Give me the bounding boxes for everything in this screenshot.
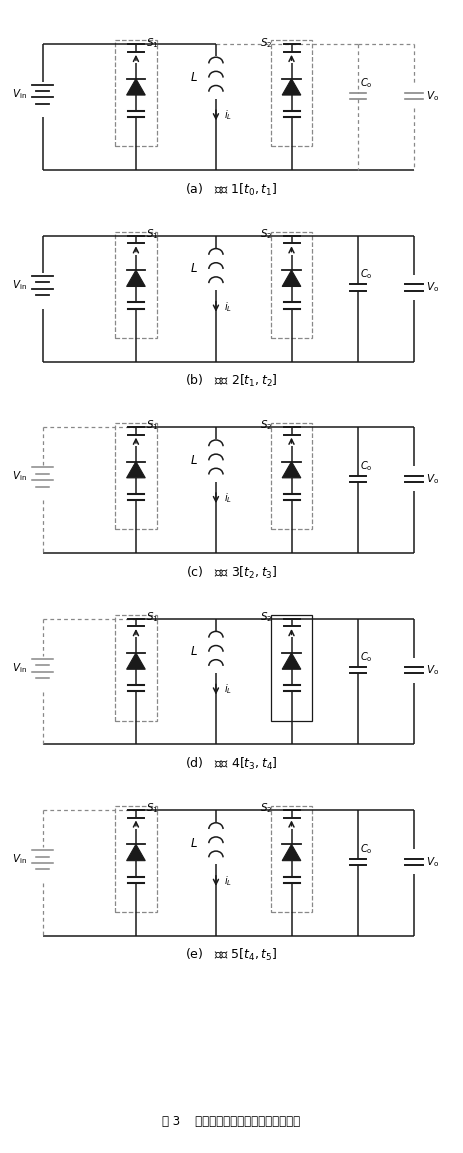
Text: $S_2$: $S_2$ xyxy=(259,801,272,815)
Text: $V_{\rm o}$: $V_{\rm o}$ xyxy=(426,472,439,485)
Text: $V_{\rm o}$: $V_{\rm o}$ xyxy=(426,854,439,868)
Polygon shape xyxy=(282,78,301,95)
Polygon shape xyxy=(126,461,145,477)
Text: $L$: $L$ xyxy=(190,837,198,850)
Bar xyxy=(115,40,157,146)
Bar xyxy=(115,806,157,912)
Text: $V_{\rm in}$: $V_{\rm in}$ xyxy=(12,469,27,483)
Bar xyxy=(115,423,157,529)
Text: $C_{\rm o}$: $C_{\rm o}$ xyxy=(360,76,373,90)
Bar xyxy=(115,232,157,338)
Text: $V_{\rm in}$: $V_{\rm in}$ xyxy=(12,86,27,100)
Text: $S_2$: $S_2$ xyxy=(259,419,272,432)
Polygon shape xyxy=(282,653,301,669)
Text: $i_L$: $i_L$ xyxy=(224,683,232,696)
Text: $C_{\rm o}$: $C_{\rm o}$ xyxy=(360,267,373,281)
Bar xyxy=(270,615,313,721)
Text: $L$: $L$ xyxy=(190,71,198,84)
Text: $C_{\rm o}$: $C_{\rm o}$ xyxy=(360,650,373,664)
Polygon shape xyxy=(126,653,145,669)
Text: $S_1$: $S_1$ xyxy=(146,801,158,815)
Text: $L$: $L$ xyxy=(190,646,198,658)
Polygon shape xyxy=(282,844,301,860)
Text: $i_L$: $i_L$ xyxy=(224,300,232,314)
Text: $S_1$: $S_1$ xyxy=(146,227,158,241)
Bar xyxy=(115,615,157,721)
Text: $S_1$: $S_1$ xyxy=(146,419,158,432)
Text: $S_1$: $S_1$ xyxy=(146,610,158,624)
Text: $S_2$: $S_2$ xyxy=(259,610,272,624)
Text: $V_{\rm in}$: $V_{\rm in}$ xyxy=(12,661,27,675)
Bar xyxy=(270,806,313,912)
Text: $i_L$: $i_L$ xyxy=(224,108,232,122)
Bar xyxy=(270,423,313,529)
Text: $i_L$: $i_L$ xyxy=(224,874,232,888)
Bar xyxy=(270,232,313,338)
Polygon shape xyxy=(126,78,145,95)
Text: (c)   阶段 3$[t_{2},t_{3}]$: (c) 阶段 3$[t_{2},t_{3}]$ xyxy=(186,565,277,581)
Text: $V_{\rm o}$: $V_{\rm o}$ xyxy=(426,663,439,677)
Polygon shape xyxy=(282,270,301,286)
Text: $C_{\rm o}$: $C_{\rm o}$ xyxy=(360,459,373,473)
Text: $V_{\rm o}$: $V_{\rm o}$ xyxy=(426,280,439,294)
Text: $V_{\rm in}$: $V_{\rm in}$ xyxy=(12,852,27,866)
Text: $V_{\rm o}$: $V_{\rm o}$ xyxy=(426,89,439,103)
Text: $S_2$: $S_2$ xyxy=(259,36,272,50)
Text: $V_{\rm in}$: $V_{\rm in}$ xyxy=(12,278,27,292)
Text: $i_L$: $i_L$ xyxy=(224,491,232,505)
Text: (d)   阶段 4$[t_{3},t_{4}]$: (d) 阶段 4$[t_{3},t_{4}]$ xyxy=(185,756,278,773)
Text: $S_1$: $S_1$ xyxy=(146,36,158,50)
Text: $L$: $L$ xyxy=(190,263,198,276)
Polygon shape xyxy=(126,844,145,860)
Text: (b)   阶段 2$[t_{1},t_{2}]$: (b) 阶段 2$[t_{1},t_{2}]$ xyxy=(185,374,278,390)
Polygon shape xyxy=(126,270,145,286)
Text: $C_{\rm o}$: $C_{\rm o}$ xyxy=(360,842,373,856)
Text: (e)   阶段 5$[t_{4},t_{5}]$: (e) 阶段 5$[t_{4},t_{5}]$ xyxy=(185,948,278,964)
Text: (a)   阶段 1$[t_{0},t_{1}]$: (a) 阶段 1$[t_{0},t_{1}]$ xyxy=(185,182,278,198)
Polygon shape xyxy=(282,461,301,477)
Bar xyxy=(270,40,313,146)
Text: $S_2$: $S_2$ xyxy=(259,227,272,241)
Text: 图 3    电感电流不反向时各阶段等效电路: 图 3 电感电流不反向时各阶段等效电路 xyxy=(163,1115,300,1128)
Text: $L$: $L$ xyxy=(190,454,198,467)
